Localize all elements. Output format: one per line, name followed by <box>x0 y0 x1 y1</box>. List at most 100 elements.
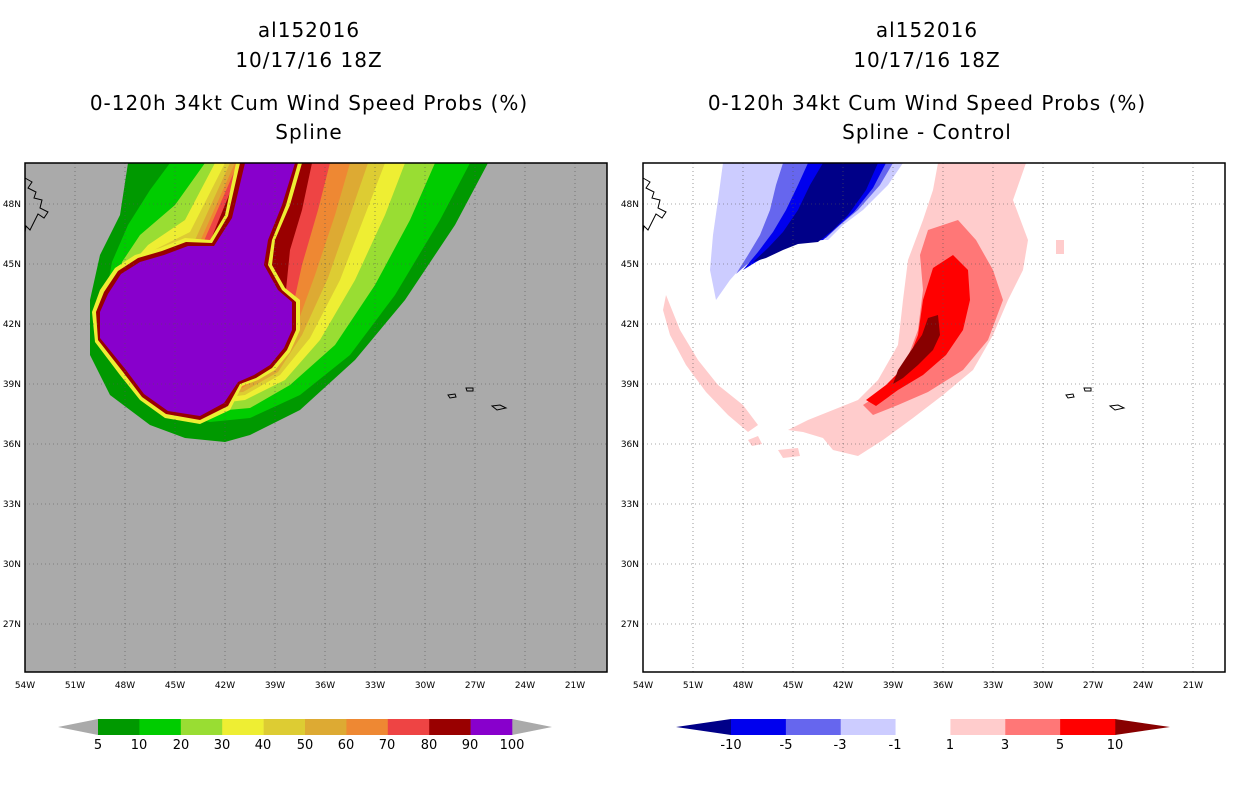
left-grid <box>25 163 607 672</box>
left-map-border <box>24 162 608 673</box>
lat-label: 48N <box>3 200 21 210</box>
lon-label: 21W <box>1183 681 1203 691</box>
lon-label: 36W <box>315 681 335 691</box>
lon-label: 39W <box>265 681 285 691</box>
colorbar-label: 3 <box>1001 738 1009 753</box>
right-contour-pos-1-blob1 <box>778 448 800 458</box>
azores-island-1 <box>447 393 457 399</box>
left-method-title: Spline <box>275 120 343 144</box>
left-colorbar-cell <box>222 719 264 735</box>
left-colorbar-cell <box>139 719 182 735</box>
left-colorbar-under-arrow <box>58 719 98 735</box>
right-contour-neg-10 <box>753 163 878 262</box>
colorbar-label: -10 <box>720 738 741 753</box>
right-colorbar-under-arrow <box>676 719 731 735</box>
lon-label: 21W <box>565 681 585 691</box>
left-colorbar-labels: 5 10 20 30 40 50 60 70 80 90 100 <box>94 738 525 753</box>
right-map: 48N 45N 42N 39N 36N 33N 30N 27N 54W 51W … <box>621 162 1226 753</box>
lon-label: 30W <box>415 681 435 691</box>
lat-label: 27N <box>621 620 639 630</box>
colorbar-label: -1 <box>889 738 902 753</box>
left-colorbar-cell <box>387 719 430 735</box>
right-contour-pos-5 <box>866 255 970 406</box>
right-colorbar-over-arrow <box>1115 719 1170 735</box>
left-colorbar-cell <box>346 719 389 735</box>
colorbar-label: -3 <box>834 738 847 753</box>
left-colorbar-cells <box>98 719 513 735</box>
left-storm-id: al152016 <box>257 18 361 42</box>
colorbar-label: 80 <box>421 738 438 753</box>
lat-label: 36N <box>3 440 21 450</box>
lon-label: 33W <box>365 681 385 691</box>
lon-label: 51W <box>683 681 703 691</box>
right-date: 10/17/16 18Z <box>853 48 1001 72</box>
colorbar-label: 10 <box>1107 738 1124 753</box>
lon-label: 30W <box>1033 681 1053 691</box>
right-contour-pos-1-ring <box>663 295 758 432</box>
left-coastlines <box>24 177 508 411</box>
colorbar-label: 20 <box>173 738 190 753</box>
left-colorbar: 5 10 20 30 40 50 60 70 80 90 100 <box>58 719 552 753</box>
right-contour-pos-10 <box>893 315 940 384</box>
lon-label: 24W <box>515 681 535 691</box>
lon-label: 39W <box>883 681 903 691</box>
lat-label: 36N <box>621 440 639 450</box>
left-date: 10/17/16 18Z <box>235 48 383 72</box>
lon-label: 42W <box>215 681 235 691</box>
right-colorbar-cell <box>785 719 842 735</box>
azores-island-1 <box>1065 393 1075 399</box>
left-colorbar-cell <box>180 719 223 735</box>
colorbar-label: 10 <box>131 738 148 753</box>
left-colorbar-cell <box>429 719 471 735</box>
right-contour-pos-1-blob3 <box>1056 240 1064 254</box>
lon-label: 36W <box>933 681 953 691</box>
colorbar-label: -5 <box>780 738 793 753</box>
lon-label: 24W <box>1133 681 1153 691</box>
lon-label: 27W <box>1083 681 1103 691</box>
right-product-title: 0-120h 34kt Cum Wind Speed Probs (%) <box>707 91 1147 115</box>
left-lon-labels: 54W 51W 48W 45W 42W 39W 36W 33W 30W 27W … <box>15 681 585 691</box>
lat-label: 27N <box>3 620 21 630</box>
right-lat-labels: 48N 45N 42N 39N 36N 33N 30N 27N <box>621 200 639 630</box>
left-colorbar-cell <box>305 719 347 735</box>
lat-label: 45N <box>3 260 21 270</box>
lat-label: 39N <box>3 380 21 390</box>
right-coastlines <box>642 177 1126 411</box>
right-colorbar-cells <box>731 719 1116 735</box>
lon-label: 48W <box>733 681 753 691</box>
colorbar-label: 5 <box>94 738 102 753</box>
left-map-frame-group <box>24 162 608 673</box>
newfoundland-coast <box>642 177 667 233</box>
newfoundland-coast <box>24 177 49 233</box>
lon-label: 51W <box>65 681 85 691</box>
azores-island-2 <box>465 387 474 392</box>
left-lat-labels: 48N 45N 42N 39N 36N 33N 30N 27N <box>3 200 21 630</box>
lon-label: 42W <box>833 681 853 691</box>
right-colorbar-cell <box>731 719 787 735</box>
colorbar-label: 5 <box>1056 738 1064 753</box>
lat-label: 33N <box>3 500 21 510</box>
left-map: 48N 45N 42N 39N 36N 33N 30N 27N 54W 51W … <box>3 162 608 753</box>
right-contour-pos-1-blob2 <box>748 436 762 446</box>
colorbar-label: 70 <box>379 738 396 753</box>
left-prob-swath <box>90 163 488 442</box>
azores-island-3 <box>1108 404 1126 411</box>
right-colorbar-cell <box>840 719 896 735</box>
right-colorbar: -10 -5 -3 -1 1 3 5 10 <box>676 719 1170 753</box>
lon-label: 45W <box>165 681 185 691</box>
lat-label: 42N <box>621 320 639 330</box>
lat-label: 30N <box>621 560 639 570</box>
right-negative-region <box>710 163 903 300</box>
colorbar-label: 60 <box>338 738 355 753</box>
colorbar-label: 30 <box>214 738 231 753</box>
left-panel: al152016 10/17/16 18Z 0-120h 34kt Cum Wi… <box>3 18 608 753</box>
right-colorbar-cell <box>950 719 1006 735</box>
right-panel: al152016 10/17/16 18Z 0-120h 34kt Cum Wi… <box>618 0 1236 800</box>
colorbar-label: 1 <box>946 738 954 753</box>
left-product-title: 0-120h 34kt Cum Wind Speed Probs (%) <box>89 91 529 115</box>
lon-label: 54W <box>633 681 653 691</box>
lon-label: 54W <box>15 681 35 691</box>
azores-island-3 <box>490 404 508 411</box>
lat-label: 48N <box>621 200 639 210</box>
colorbar-label: 40 <box>255 738 272 753</box>
